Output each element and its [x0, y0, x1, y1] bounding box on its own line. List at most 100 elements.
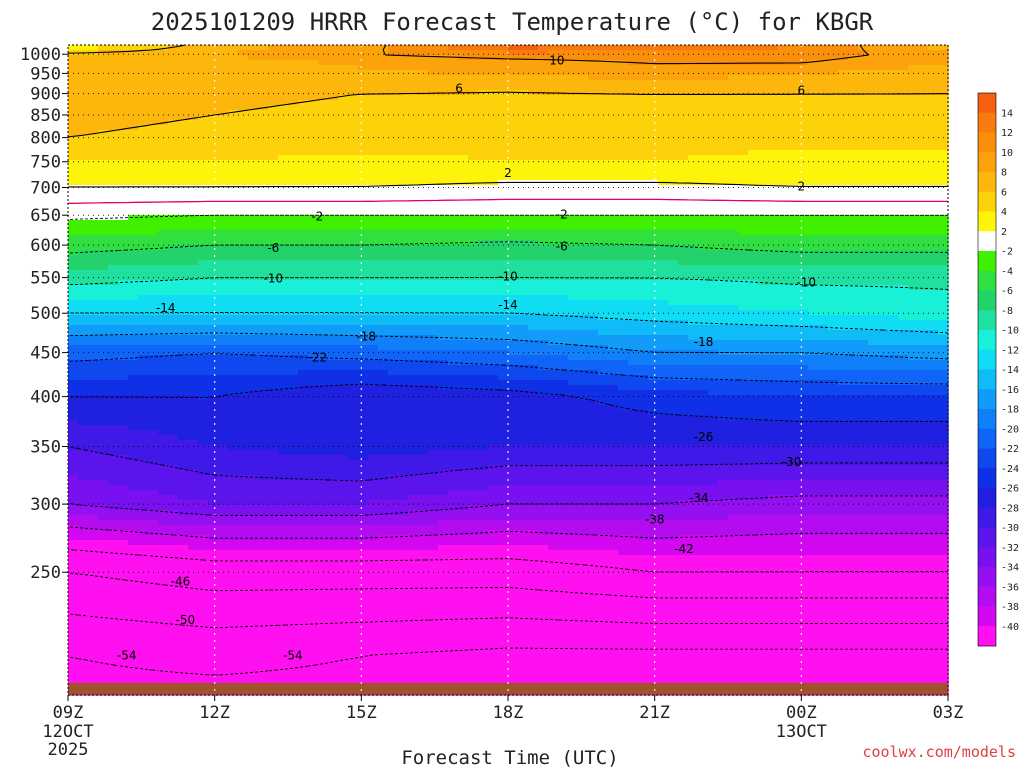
temperature-cell — [528, 155, 539, 161]
temperature-cell — [428, 240, 439, 246]
temperature-cell — [98, 285, 109, 291]
temperature-cell — [668, 280, 679, 286]
temperature-cell — [688, 320, 699, 326]
temperature-cell — [468, 155, 479, 161]
temperature-cell — [298, 240, 309, 246]
temperature-cell — [678, 50, 689, 56]
temperature-cell — [308, 230, 319, 236]
temperature-cell — [118, 300, 129, 306]
temperature-cell — [528, 325, 539, 331]
temperature-cell — [718, 125, 729, 131]
temperature-cell — [348, 255, 359, 261]
temperature-cell — [268, 130, 279, 136]
temperature-cell — [638, 200, 649, 206]
temperature-cell — [508, 145, 519, 151]
temperature-cell — [598, 315, 609, 321]
temperature-cell — [508, 110, 519, 116]
temperature-cell — [278, 130, 289, 136]
temperature-cell — [338, 300, 349, 306]
temperature-cell — [888, 55, 899, 61]
temperature-cell — [778, 175, 789, 181]
temperature-cell — [258, 150, 269, 156]
temperature-cell — [568, 145, 579, 151]
temperature-cell — [588, 75, 599, 81]
temperature-cell — [358, 55, 369, 61]
temperature-cell — [178, 265, 189, 271]
temperature-cell — [108, 190, 119, 196]
temperature-cell — [518, 160, 529, 166]
temperature-cell — [268, 210, 279, 216]
temperature-cell — [258, 55, 269, 61]
temperature-cell — [708, 145, 719, 151]
temperature-cell — [538, 65, 549, 71]
temperature-cell — [88, 160, 99, 166]
temperature-cell — [598, 50, 609, 56]
temperature-cell — [768, 180, 779, 186]
temperature-cell — [318, 250, 329, 256]
temperature-cell — [218, 115, 229, 121]
temperature-cell — [658, 195, 669, 201]
temperature-cell — [668, 115, 679, 121]
temperature-cell — [658, 300, 669, 306]
temperature-cell — [68, 215, 79, 221]
temperature-cell — [448, 45, 459, 51]
temperature-cell — [548, 115, 559, 121]
temperature-cell — [258, 80, 269, 86]
temperature-cell — [938, 95, 949, 101]
temperature-cell — [358, 100, 369, 106]
temperature-cell — [218, 50, 229, 56]
temperature-cell — [648, 125, 659, 131]
temperature-cell — [388, 290, 399, 296]
temperature-cell — [468, 190, 479, 196]
temperature-cell — [698, 65, 709, 71]
temperature-cell — [348, 260, 359, 266]
temperature-cell — [478, 240, 489, 246]
temperature-cell — [218, 85, 229, 91]
temperature-cell — [228, 305, 239, 311]
temperature-cell — [198, 50, 209, 56]
temperature-cell — [128, 320, 139, 326]
temperature-cell — [628, 285, 639, 291]
temperature-cell — [818, 200, 829, 206]
temperature-cell — [698, 230, 709, 236]
temperature-cell — [648, 205, 659, 211]
temperature-cell — [548, 55, 559, 61]
temperature-cell — [828, 55, 839, 61]
temperature-cell — [358, 65, 369, 71]
temperature-cell — [628, 160, 639, 166]
temperature-cell — [148, 105, 159, 111]
temperature-cell — [468, 320, 479, 326]
temperature-cell — [278, 260, 289, 266]
temperature-cell — [248, 150, 259, 156]
temperature-cell — [628, 125, 639, 131]
temperature-cell — [638, 270, 649, 276]
temperature-cell — [318, 45, 329, 51]
temperature-cell — [128, 315, 139, 321]
temperature-cell — [198, 285, 209, 291]
temperature-cell — [538, 300, 549, 306]
temperature-cell — [398, 85, 409, 91]
temperature-cell — [608, 280, 619, 286]
temperature-cell — [578, 60, 589, 66]
temperature-cell — [668, 210, 679, 216]
temperature-cell — [498, 90, 509, 96]
temperature-cell — [548, 280, 559, 286]
temperature-cell — [728, 240, 739, 246]
temperature-cell — [818, 250, 829, 256]
temperature-cell — [318, 260, 329, 266]
temperature-cell — [858, 145, 869, 151]
temperature-cell — [698, 165, 709, 171]
temperature-cell — [648, 150, 659, 156]
temperature-cell — [908, 175, 919, 181]
temperature-cell — [318, 230, 329, 236]
temperature-cell — [258, 325, 269, 331]
temperature-cell — [678, 55, 689, 61]
temperature-cell — [318, 265, 329, 271]
temperature-cell — [458, 65, 469, 71]
temperature-cell — [448, 320, 459, 326]
temperature-cell — [298, 55, 309, 61]
temperature-cell — [348, 130, 359, 136]
temperature-cell — [778, 215, 789, 221]
temperature-cell — [598, 235, 609, 241]
temperature-cell — [288, 50, 299, 56]
